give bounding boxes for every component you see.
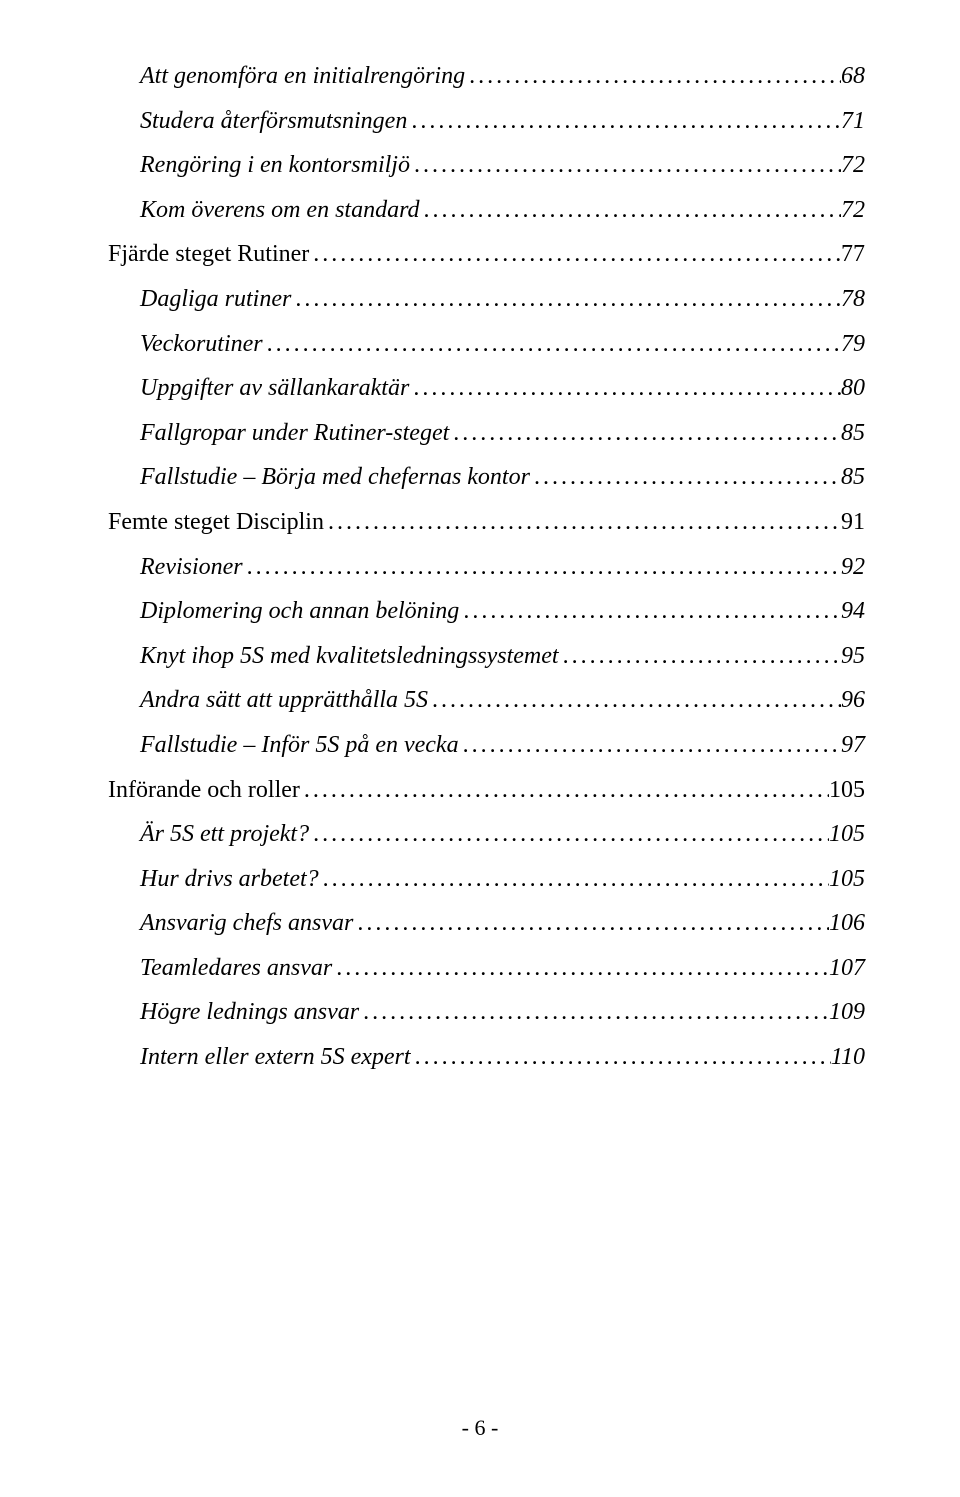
toc-dot-leader: ........................................… [300, 774, 829, 808]
toc-dot-leader: ........................................… [309, 238, 841, 272]
toc-dot-leader: ........................................… [411, 1041, 831, 1075]
toc-entry-label: Teamledares ansvar [108, 952, 332, 986]
toc-entry-label: Revisioner [108, 551, 243, 585]
toc-entry-label: Rengöring i en kontorsmiljö [108, 149, 410, 183]
toc-entry: Högre lednings ansvar...................… [108, 996, 865, 1030]
toc-entry-page: 85 [841, 417, 865, 451]
toc-dot-leader: ........................................… [459, 595, 841, 629]
toc-entry-label: Att genomföra en initialrengöring [108, 60, 465, 94]
toc-entry: Fjärde steget Rutiner...................… [108, 238, 865, 272]
toc-entry: Studera återförsmutsningen..............… [108, 105, 865, 139]
toc-dot-leader: ........................................… [420, 194, 841, 228]
toc-dot-leader: ........................................… [409, 372, 841, 406]
toc-entry-label: Studera återförsmutsningen [108, 105, 407, 139]
toc-entry-label: Fallgropar under Rutiner-steget [108, 417, 449, 451]
toc-entry-page: 92 [841, 551, 865, 585]
toc-entry-page: 109 [829, 996, 865, 1030]
toc-entry: Intern eller extern 5S expert...........… [108, 1041, 865, 1075]
toc-entry-page: 80 [841, 372, 865, 406]
toc-dot-leader: ........................................… [559, 640, 841, 674]
toc-entry: Fallstudie – Börja med chefernas kontor.… [108, 461, 865, 495]
toc-entry-label: Andra sätt att upprätthålla 5S [108, 684, 428, 718]
toc-entry-page: 94 [841, 595, 865, 629]
toc-entry-page: 68 [841, 60, 865, 94]
toc-entry-label: Ansvarig chefs ansvar [108, 907, 353, 941]
toc-entry-page: 105 [829, 774, 865, 808]
toc-entry-page: 105 [829, 863, 865, 897]
toc-entry-label: Knyt ihop 5S med kvalitetsledningssystem… [108, 640, 559, 674]
toc-entry: Fallgropar under Rutiner-steget.........… [108, 417, 865, 451]
toc-dot-leader: ........................................… [359, 996, 829, 1030]
toc-dot-leader: ........................................… [530, 461, 841, 495]
toc-entry-label: Diplomering och annan belöning [108, 595, 459, 629]
toc-dot-leader: ........................................… [291, 283, 841, 317]
toc-dot-leader: ........................................… [319, 863, 829, 897]
toc-entry-page: 85 [841, 461, 865, 495]
toc-entry-label: Dagliga rutiner [108, 283, 291, 317]
toc-entry-page: 110 [831, 1041, 865, 1075]
toc-entry: Rengöring i en kontorsmiljö.............… [108, 149, 865, 183]
toc-dot-leader: ........................................… [332, 952, 829, 986]
toc-entry-page: 78 [841, 283, 865, 317]
toc-entry-page: 72 [841, 149, 865, 183]
toc-dot-leader: ........................................… [353, 907, 829, 941]
toc-dot-leader: ........................................… [324, 506, 841, 540]
toc-dot-leader: ........................................… [465, 60, 841, 94]
toc-entry-label: Intern eller extern 5S expert [108, 1041, 411, 1075]
toc-dot-leader: ........................................… [410, 149, 841, 183]
toc-entry-label: Fallstudie – Börja med chefernas kontor [108, 461, 530, 495]
toc-entry-label: Kom överens om en standard [108, 194, 420, 228]
toc-dot-leader: ........................................… [449, 417, 841, 451]
toc-entry: Kom överens om en standard..............… [108, 194, 865, 228]
toc-entry-label: Fjärde steget Rutiner [108, 238, 309, 272]
table-of-contents: Att genomföra en initialrengöring.......… [108, 60, 865, 1075]
toc-entry: Andra sätt att upprätthålla 5S..........… [108, 684, 865, 718]
toc-dot-leader: ........................................… [243, 551, 841, 585]
toc-entry: Diplomering och annan belöning..........… [108, 595, 865, 629]
toc-entry-page: 95 [841, 640, 865, 674]
toc-entry: Femte steget Disciplin..................… [108, 506, 865, 540]
page-number-footer: - 6 - [0, 1415, 960, 1441]
toc-entry: Knyt ihop 5S med kvalitetsledningssystem… [108, 640, 865, 674]
toc-entry-label: Hur drivs arbetet? [108, 863, 319, 897]
toc-entry-page: 107 [829, 952, 865, 986]
toc-entry-label: Är 5S ett projekt? [108, 818, 309, 852]
toc-dot-leader: ........................................… [407, 105, 841, 139]
toc-entry-page: 105 [829, 818, 865, 852]
toc-entry-label: Uppgifter av sällankaraktär [108, 372, 409, 406]
toc-entry: Fallstudie – Inför 5S på en vecka.......… [108, 729, 865, 763]
toc-dot-leader: ........................................… [428, 684, 841, 718]
toc-entry-label: Fallstudie – Inför 5S på en vecka [108, 729, 459, 763]
toc-entry-page: 71 [841, 105, 865, 139]
toc-entry-page: 96 [841, 684, 865, 718]
toc-entry: Veckorutiner............................… [108, 328, 865, 362]
toc-entry-page: 91 [841, 506, 865, 540]
toc-entry-page: 97 [841, 729, 865, 763]
toc-entry: Införande och roller....................… [108, 774, 865, 808]
toc-entry: Hur drivs arbetet?......................… [108, 863, 865, 897]
toc-entry-page: 79 [841, 328, 865, 362]
toc-dot-leader: ........................................… [309, 818, 829, 852]
toc-entry-label: Veckorutiner [108, 328, 263, 362]
toc-entry-label: Högre lednings ansvar [108, 996, 359, 1030]
toc-entry: Revisioner..............................… [108, 551, 865, 585]
toc-entry: Uppgifter av sällankaraktär.............… [108, 372, 865, 406]
toc-entry: Att genomföra en initialrengöring.......… [108, 60, 865, 94]
toc-entry: Teamledares ansvar......................… [108, 952, 865, 986]
toc-entry-label: Införande och roller [108, 774, 300, 808]
toc-dot-leader: ........................................… [263, 328, 841, 362]
toc-entry-label: Femte steget Disciplin [108, 506, 324, 540]
toc-entry: Dagliga rutiner.........................… [108, 283, 865, 317]
toc-entry: Är 5S ett projekt?......................… [108, 818, 865, 852]
toc-entry-page: 106 [829, 907, 865, 941]
toc-dot-leader: ........................................… [459, 729, 841, 763]
toc-entry-page: 72 [841, 194, 865, 228]
toc-entry: Ansvarig chefs ansvar...................… [108, 907, 865, 941]
toc-entry-page: 77 [841, 238, 865, 272]
